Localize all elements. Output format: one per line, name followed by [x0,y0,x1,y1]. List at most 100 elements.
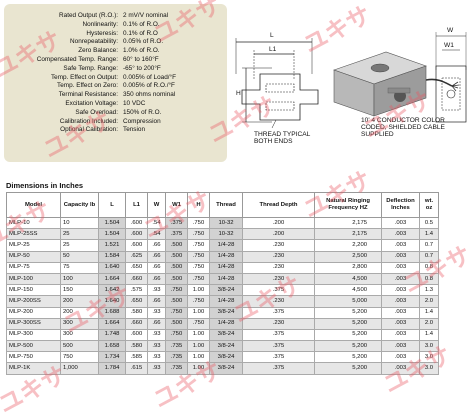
spec-value: 350 ohms nominal [123,91,176,99]
table-row: MLP-300SS 300 1.664.660.66.500.750 1/4-28.2… [6,317,439,330]
table-cell: .625 [125,250,148,263]
table-cell: 1.640 [98,295,126,308]
table-cell: .375 [242,351,315,364]
table-cell: .750 [165,306,188,319]
spec-label: Calibration Included: [59,117,118,125]
table-cell: .003 [381,261,420,274]
spec-row: Rated Output (R.O.): 2 mV/V nominal [8,12,223,21]
spec-label: Terminal Resistance: [58,91,118,99]
table-cell: 1.4 [419,306,439,319]
cable-note-line: SUPPLIED [361,131,394,139]
table-cell: .54 [147,228,166,241]
spec-label: Hysteresis: [86,29,118,37]
table-row: MLP-75 75 1.640.650.66.500.750 1/4-28.230 2,… [6,261,439,274]
table-cell: 5,200 [314,306,382,319]
table-cell: 1/4-28 [209,272,243,286]
table-cell: .750 [187,261,210,274]
table-cell: 2.0 [419,317,439,330]
table-cell: MLP-300 [6,328,61,342]
table-cell: 10 [60,216,99,230]
table-cell: 2,200 [314,239,382,252]
table-cell: .500 [165,250,188,263]
spec-row: Optional Calibration: Tension [8,126,223,135]
table-cell: .375 [242,362,315,375]
table-cell: MLP-25SS [6,228,61,241]
table-cell: .230 [242,250,315,263]
table-cell: 1.4 [419,328,439,342]
dimension-h-label: H [236,90,241,97]
table-cell: 3/8-24 [209,362,243,375]
column-header: Model [6,192,61,218]
table-cell: 5,000 [314,295,382,308]
cable-note: 10' 4 CONDUCTOR COLOR CODED, SHIELDED CA… [361,117,445,139]
table-cell: 5,200 [314,351,382,364]
table-cell: .003 [381,228,420,241]
column-header: Deflection Inches [381,192,420,218]
table-cell: .660 [125,272,148,286]
table-cell: .375 [242,340,315,353]
table-cell: 150 [60,284,99,297]
column-header: L1 [125,192,148,218]
column-header: H [187,192,210,218]
table-cell: .003 [381,340,420,353]
table-cell: MLP-50 [6,250,61,263]
table-cell: 1.748 [98,328,126,342]
spec-label: Compensated Temp. Range: [36,55,118,63]
table-cell: .575 [125,284,148,297]
table-cell: .750 [187,317,210,330]
table-cell: .003 [381,328,420,342]
table-cell: 25 [60,239,99,252]
table-cell: 1.784 [98,362,126,375]
spec-row: Excitation Voltage: 10 VDC [8,100,223,109]
table-cell: 1.688 [98,306,126,319]
table-cell: 2,175 [314,228,382,241]
table-cell: .003 [381,272,420,286]
spec-label: Nonrepeatability: [70,38,118,46]
cable-note-line: CODED, SHIELDED CABLE [361,124,445,132]
table-row: MLP-100 100 1.664.660.66.500.750 1/4-28.230… [6,272,439,286]
table-cell: 1.00 [187,328,210,342]
table-cell: MLP-100 [6,272,61,286]
table-cell: 200 [60,306,99,319]
table-cell: MLP-750 [6,351,61,364]
table-cell: .93 [147,306,166,319]
table-cell: .750 [165,284,188,297]
table-cell: .735 [165,351,188,364]
spec-label: Optional Calibration: [60,126,118,134]
table-cell: .230 [242,317,315,330]
spec-value: 0.1% of R.O [123,29,158,37]
dimension-l-label: L [270,32,274,39]
table-cell: 1.00 [187,284,210,297]
spec-label: Zero Balance: [78,47,118,55]
dimensions-table: Model Capacity lb L L1 W W1 H Thread Thread Dept… [6,192,439,375]
spec-row: Calibration Included: Compression [8,118,223,127]
table-cell: .230 [242,239,315,252]
column-header: Thread Depth [242,192,315,218]
table-cell: 5,200 [314,362,382,375]
table-cell: 2,175 [314,216,382,230]
table-cell: .500 [165,261,188,274]
table-cell: 100 [60,272,99,286]
table-cell: .93 [147,328,166,342]
table-cell: 1.3 [419,284,439,297]
spec-label: Safe Overload: [75,108,118,116]
table-cell: .003 [381,295,420,308]
column-header: W1 [165,192,188,218]
spec-value: 2 mV/V nominal [123,12,169,19]
table-cell: MLP-75 [6,261,61,274]
table-cell: .375 [165,216,188,230]
table-cell: 2,500 [314,250,382,263]
spec-row: Nonrepeatability: 0.05% of R.O. [8,38,223,47]
table-cell: .200 [242,228,315,241]
table-cell: 0.5 [419,216,439,230]
table-row: MLP-200 200 1.688.580.93.750 1.00 3/8-24.375… [6,306,439,319]
table-cell: 4,500 [314,284,382,297]
table-cell: .750 [165,328,188,342]
table-cell: 10-32 [209,216,243,230]
table-cell: 3.0 [419,351,439,364]
table-cell: 25 [60,228,99,241]
table-cell: .003 [381,284,420,297]
table-row: MLP-1K 1,000 1.784.615.93.735 1.00 3/8-24.37… [6,362,439,375]
table-cell: .375 [242,328,315,342]
table-cell: 0.8 [419,261,439,274]
